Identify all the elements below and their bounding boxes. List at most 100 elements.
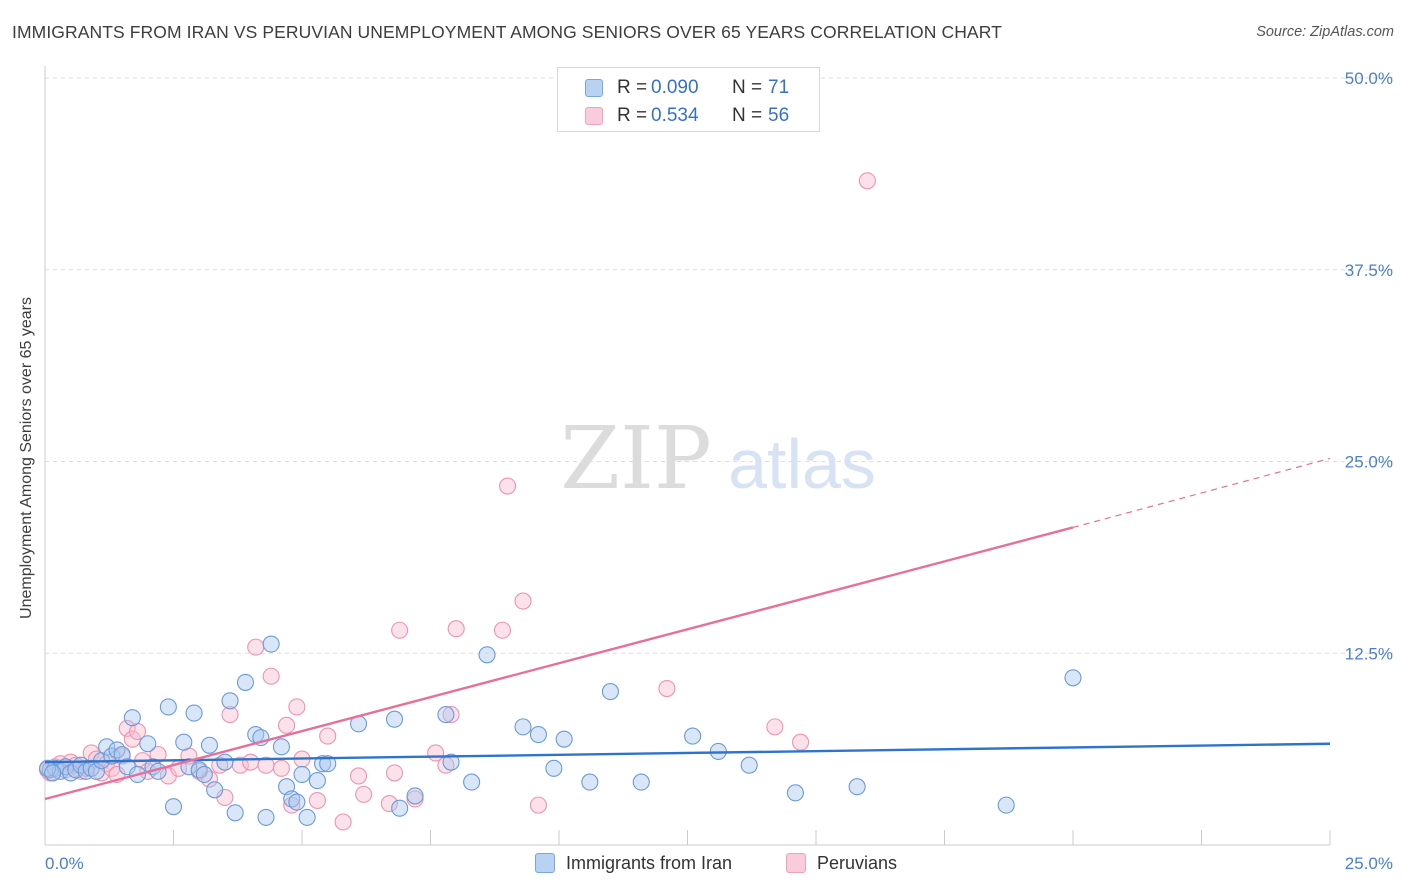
watermark-zip: ZIP (560, 409, 712, 509)
point-iran (406, 787, 424, 805)
point-peruvians (272, 759, 290, 777)
point-peruvians (247, 638, 265, 656)
axes (44, 66, 1331, 846)
point-iran (236, 673, 255, 691)
point-iran (77, 762, 95, 780)
point-peruvians (334, 813, 352, 831)
gridlines (45, 77, 1395, 654)
point-iran (288, 793, 306, 811)
point-iran (44, 764, 62, 782)
legend-n-value: 71 (768, 77, 790, 98)
point-iran (216, 753, 234, 771)
point-peruvians (349, 767, 368, 785)
point-iran (529, 726, 547, 744)
trend-line-peruvians (44, 526, 1074, 801)
point-iran (164, 798, 183, 816)
point-peruvians (118, 719, 136, 737)
legend-label-peruvians: Peruvians (817, 853, 898, 873)
point-iran (257, 808, 275, 826)
point-iran (298, 808, 316, 826)
point-iran (283, 790, 301, 808)
point-iran (206, 781, 224, 799)
legend-r-label: R = (617, 77, 648, 98)
point-iran (175, 733, 193, 751)
point-iran (190, 761, 208, 779)
legend-swatch-peruvians (786, 853, 806, 873)
legend-swatch-iran (585, 79, 603, 97)
point-iran (200, 736, 219, 754)
stats-legend-row-iran: R = 0.090 N = 71 (558, 74, 819, 100)
x-tick-label: 0.0% (45, 854, 84, 873)
point-iran (555, 730, 573, 748)
point-peruvians (278, 716, 296, 734)
stats-legend: R = 0.090 N = 71 R = 0.534 N = 56 (557, 67, 820, 132)
trend-line-iran (44, 742, 1331, 764)
point-iran (108, 741, 126, 759)
point-peruvians (242, 753, 260, 771)
tick-labels: 12.5% 25.0% 37.5% 50.0% 0.0% 25.0% (45, 69, 1393, 873)
point-iran (786, 784, 804, 802)
point-iran (601, 683, 619, 701)
point-peruvians (447, 620, 465, 638)
trend-line-extension-peruvians (1072, 457, 1331, 529)
legend-label-iran: Immigrants from Iran (566, 853, 733, 873)
point-iran (98, 738, 116, 756)
point-iran (195, 765, 213, 783)
legend-n-label: N = (732, 105, 763, 126)
point-iran (308, 772, 326, 790)
point-iran (463, 773, 481, 791)
point-peruvians (792, 733, 810, 751)
legend-swatch-iran (535, 853, 555, 873)
point-peruvians (529, 796, 547, 814)
point-iran (293, 765, 311, 783)
point-iran (139, 735, 157, 753)
point-peruvians (499, 477, 517, 495)
point-iran (632, 773, 650, 791)
point-iran (385, 710, 404, 728)
point-peruvians (766, 718, 784, 736)
point-iran (314, 755, 332, 773)
point-iran (478, 646, 496, 664)
point-iran (848, 778, 866, 796)
legend-n-value: 56 (768, 105, 790, 126)
point-iran (740, 756, 758, 774)
point-peruvians (319, 727, 337, 745)
point-iran (514, 718, 532, 736)
point-iran (997, 796, 1015, 814)
point-iran (159, 698, 177, 716)
point-peruvians (221, 706, 239, 724)
point-peruvians (308, 791, 326, 810)
point-iran (39, 759, 57, 777)
point-iran (437, 706, 455, 724)
point-peruvians (262, 667, 280, 685)
point-iran (226, 804, 244, 822)
point-iran (272, 738, 290, 756)
point-iran (442, 753, 460, 771)
point-iran (319, 755, 337, 773)
point-peruvians (380, 795, 398, 813)
y-tick-label: 12.5% (1345, 644, 1393, 663)
point-iran (545, 759, 563, 777)
y-tick-label: 50.0% (1345, 69, 1393, 88)
legend-r-value: 0.534 (651, 105, 699, 126)
point-iran (262, 635, 280, 653)
point-peruvians (391, 621, 409, 639)
point-peruvians (493, 621, 512, 639)
y-axis-title: Unemployment Among Seniors over 65 years (18, 297, 35, 619)
point-iran (1064, 669, 1082, 687)
point-iran (123, 709, 141, 727)
stats-legend-row-peruvians: R = 0.534 N = 56 (558, 102, 819, 128)
y-tick-label: 37.5% (1345, 261, 1393, 280)
legend-r-value: 0.090 (651, 77, 699, 98)
legend-swatch-peruvians (585, 107, 603, 125)
point-peruvians (283, 796, 301, 814)
trend-lines (44, 457, 1331, 801)
point-iran (221, 692, 239, 710)
point-peruvians (858, 172, 876, 190)
point-peruvians (355, 785, 373, 803)
point-peruvians (385, 764, 404, 782)
chart-source: Source: ZipAtlas.com (1256, 24, 1394, 40)
y-tick-label: 25.0% (1345, 453, 1393, 472)
point-iran (391, 799, 409, 817)
